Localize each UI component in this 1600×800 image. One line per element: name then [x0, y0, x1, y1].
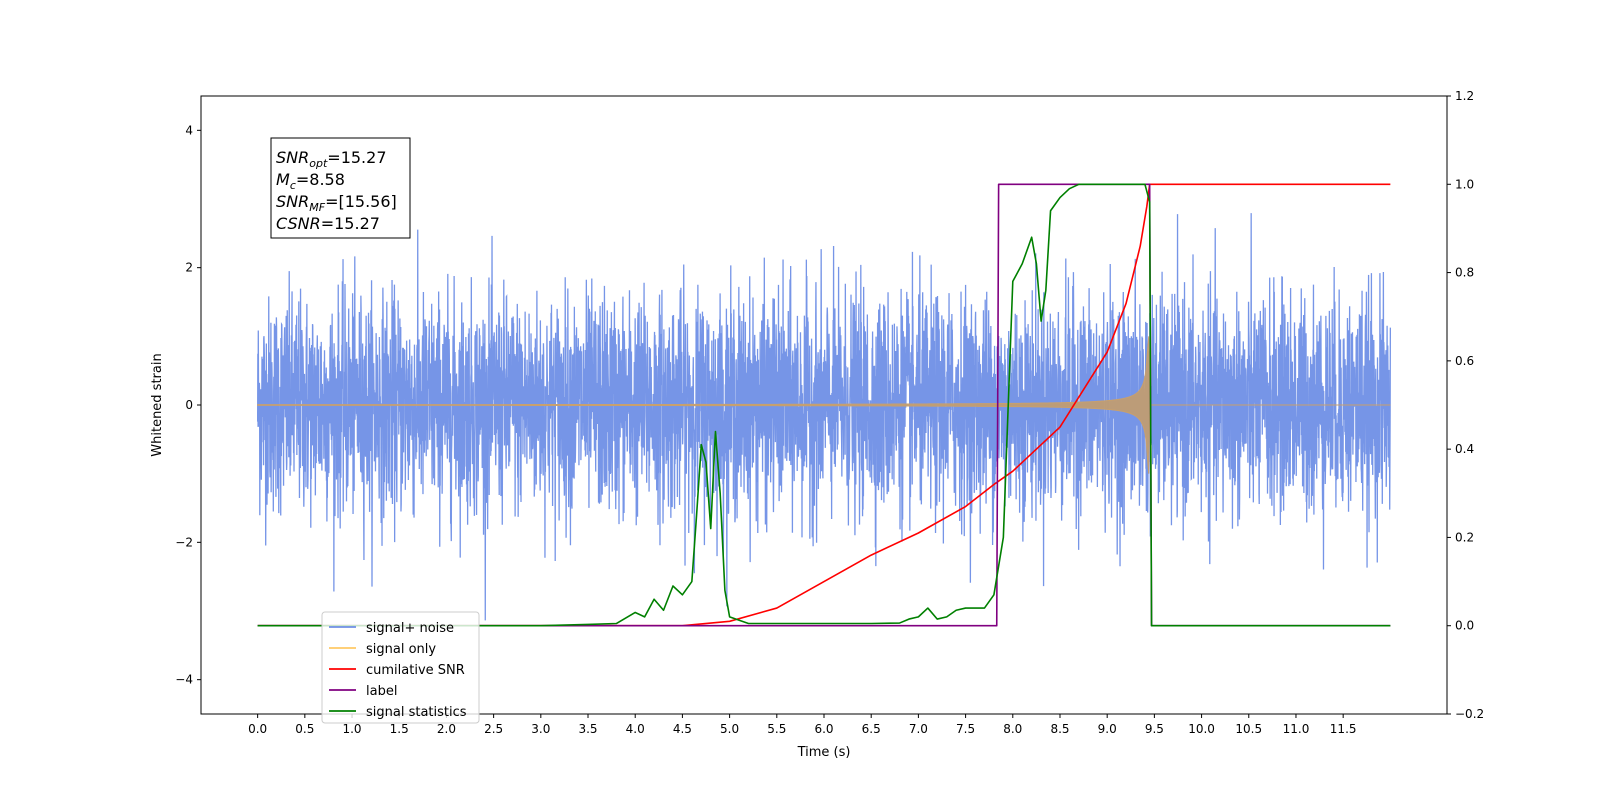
x-tick-label: 7.5 — [956, 722, 975, 736]
annotation-line: Mc=8.58 — [276, 170, 345, 192]
annotation-line: CSNR=15.27 — [276, 214, 380, 233]
x-tick-label: 5.0 — [720, 722, 739, 736]
x-tick-label: 3.5 — [578, 722, 597, 736]
x-tick-label: 10.5 — [1235, 722, 1262, 736]
x-tick-label: 10.0 — [1188, 722, 1215, 736]
annotation-line: SNRopt=15.27 — [276, 148, 387, 170]
legend-entry-label: signal statistics — [366, 705, 467, 720]
x-tick-label: 6.0 — [814, 722, 833, 736]
y2-tick-label: 0.0 — [1455, 619, 1474, 633]
legend-entry-label: signal+ noise — [366, 621, 454, 636]
y-tick-label: 2 — [185, 261, 193, 275]
series-signal-noise — [256, 213, 1392, 621]
x-tick-label: 2.5 — [484, 722, 503, 736]
x-tick-label: 11.5 — [1330, 722, 1357, 736]
y-tick-label: 4 — [185, 123, 193, 137]
series-signal-statistics — [257, 183, 1391, 627]
x-tick-label: 0.0 — [248, 722, 267, 736]
y2-tick-label: −0.2 — [1455, 707, 1484, 721]
x-tick-label: 8.5 — [1050, 722, 1069, 736]
x-tick-label: 2.0 — [437, 722, 456, 736]
x-axis-ticks: 0.0 0.5 1.0 1.5 2.0 2.5 3.0 3.5 4.0 4.5 5.0 5.5 6.0 6… — [248, 714, 1357, 736]
y-axis-label: Whitened strain — [150, 353, 165, 456]
x-tick-label: 7.0 — [909, 722, 928, 736]
y-tick-label: −2 — [175, 535, 193, 549]
y2-tick-label: 1.2 — [1455, 89, 1474, 103]
y2-tick-label: 0.6 — [1455, 354, 1474, 368]
x-tick-label: 4.0 — [626, 722, 645, 736]
x-axis-label: Time (s) — [797, 745, 851, 760]
y2-axis-ticks: −0.2 0.0 0.2 0.4 0.6 0.8 1.0 1.2 — [1447, 89, 1484, 721]
y2-tick-label: 0.8 — [1455, 266, 1474, 280]
x-tick-label: 3.0 — [531, 722, 550, 736]
series-signal-only — [257, 336, 1391, 474]
x-tick-label: 9.5 — [1145, 722, 1164, 736]
y2-tick-label: 0.2 — [1455, 530, 1474, 544]
annotation-box: SNRopt=15.27Mc=8.58SNRMF=[15.56]CSNR=15.… — [270, 137, 411, 239]
x-tick-label: 5.5 — [767, 722, 786, 736]
legend-entry-label: label — [366, 684, 397, 699]
x-tick-label: 9.0 — [1098, 722, 1117, 736]
x-tick-label: 1.0 — [342, 722, 361, 736]
annotation-frame — [270, 137, 411, 239]
x-tick-label: 6.5 — [862, 722, 881, 736]
y-tick-label: 0 — [185, 398, 193, 412]
annotation-line: SNRMF=[15.56] — [276, 192, 397, 214]
legend-frame — [321, 611, 480, 724]
x-tick-label: 8.0 — [1003, 722, 1022, 736]
series-layer — [256, 183, 1392, 627]
x-tick-label: 0.5 — [295, 722, 314, 736]
y-tick-label: −4 — [175, 673, 193, 687]
y2-tick-label: 1.0 — [1455, 177, 1474, 191]
legend: signal+ noise signal only cumilative SNR la… — [321, 611, 480, 724]
legend-entry-label: signal only — [366, 642, 436, 657]
x-tick-label: 11.0 — [1283, 722, 1310, 736]
x-tick-label: 1.5 — [390, 722, 409, 736]
legend-entry-label: cumilative SNR — [366, 663, 465, 678]
series-cumulative-snr — [257, 183, 1391, 627]
x-tick-label: 4.5 — [673, 722, 692, 736]
y2-tick-label: 0.4 — [1455, 442, 1474, 456]
y-axis-ticks: −4 −2 0 2 4 — [175, 123, 201, 687]
